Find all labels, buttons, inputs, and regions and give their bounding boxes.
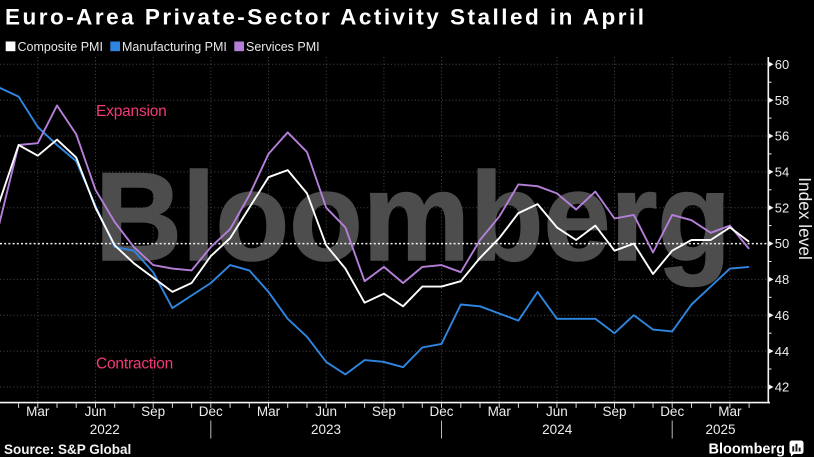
svg-text:Mar: Mar <box>26 404 50 419</box>
svg-text:50: 50 <box>775 236 789 251</box>
svg-text:Euro-Area Private-Sector Activ: Euro-Area Private-Sector Activity Stalle… <box>5 5 644 30</box>
svg-text:Services PMI: Services PMI <box>246 40 320 54</box>
svg-text:Jun: Jun <box>315 404 337 419</box>
svg-text:2022: 2022 <box>90 422 120 437</box>
svg-text:44: 44 <box>775 344 789 359</box>
svg-text:54: 54 <box>775 165 789 180</box>
svg-text:Expansion: Expansion <box>96 103 167 120</box>
svg-text:60: 60 <box>775 57 789 72</box>
svg-text:Contraction: Contraction <box>96 356 173 373</box>
svg-text:Jun: Jun <box>85 404 107 419</box>
svg-text:Bloomberg: Bloomberg <box>708 442 785 457</box>
svg-text:Manufacturing PMI: Manufacturing PMI <box>122 40 227 54</box>
svg-text:Mar: Mar <box>488 404 512 419</box>
svg-text:46: 46 <box>775 308 789 323</box>
svg-text:Dec: Dec <box>660 404 684 419</box>
svg-text:2025: 2025 <box>705 422 735 437</box>
svg-text:2024: 2024 <box>542 422 573 437</box>
svg-text:2023: 2023 <box>311 422 341 437</box>
svg-text:48: 48 <box>775 272 789 287</box>
svg-text:Sep: Sep <box>372 404 396 419</box>
svg-text:Dec: Dec <box>429 404 453 419</box>
svg-text:56: 56 <box>775 129 789 144</box>
svg-text:Source: S&P Global: Source: S&P Global <box>4 442 131 457</box>
svg-text:Sep: Sep <box>602 404 626 419</box>
svg-text:Mar: Mar <box>718 404 742 419</box>
svg-text:Sep: Sep <box>141 404 165 419</box>
svg-text:58: 58 <box>775 93 789 108</box>
svg-text:Composite PMI: Composite PMI <box>18 40 103 54</box>
svg-text:52: 52 <box>775 200 789 215</box>
svg-text:Dec: Dec <box>199 404 223 419</box>
svg-text:Mar: Mar <box>257 404 281 419</box>
svg-text:42: 42 <box>775 380 789 395</box>
svg-text:Index level: Index level <box>795 177 814 260</box>
svg-text:Jun: Jun <box>546 404 568 419</box>
